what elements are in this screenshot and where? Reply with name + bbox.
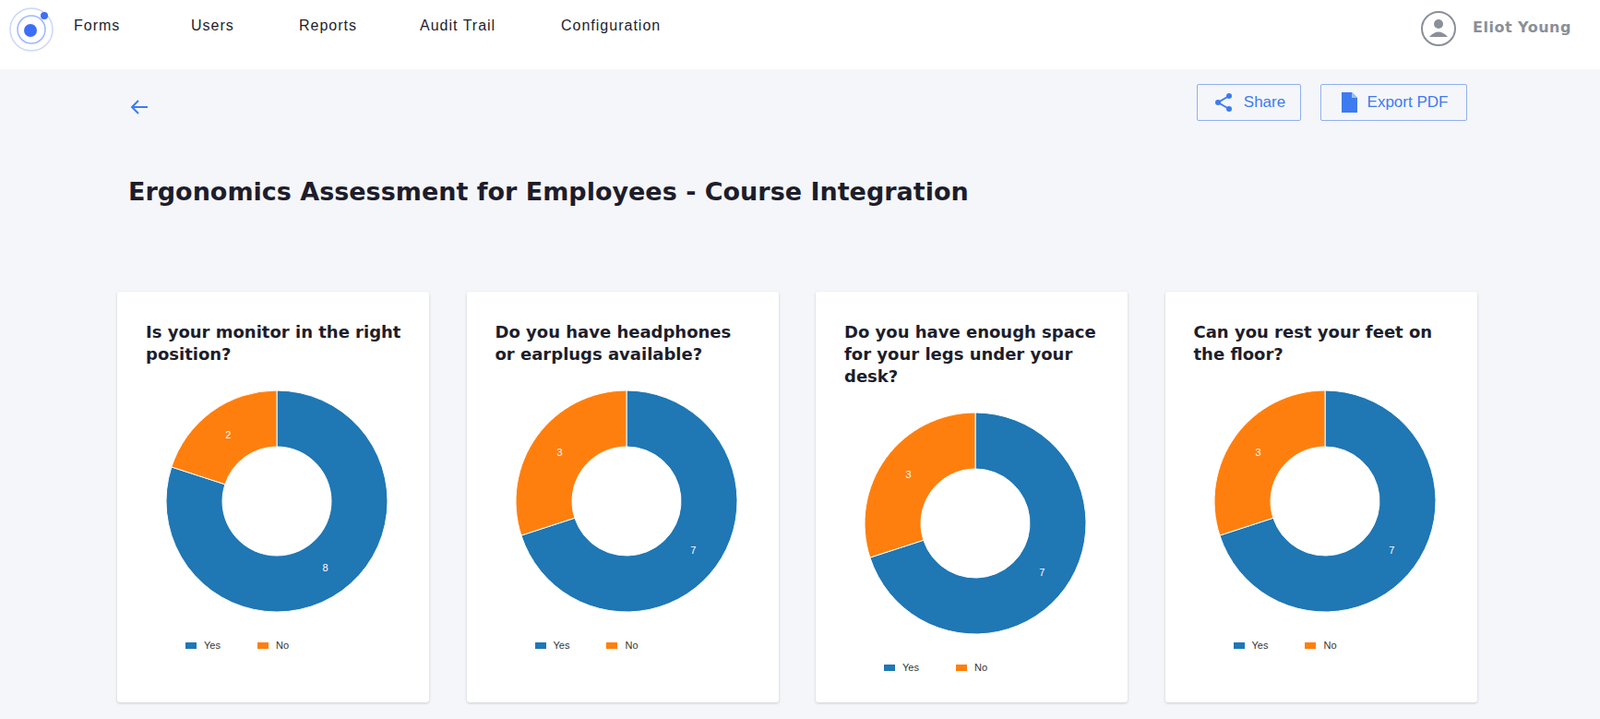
svg-text:3: 3 [556, 446, 562, 458]
html-text:Yes: Yes [203, 639, 221, 651]
html-text:Can you rest your feet on the: Can you rest your feet on the floor? [1193, 322, 1433, 364]
html-text:Do you have enough space for y: Do you have enough space for your legs u… [844, 322, 1096, 386]
html-text:Reports: Reports [298, 17, 358, 34]
html-text:Eliot Young: Eliot Young [1472, 18, 1572, 36]
html-text:No: No [974, 661, 988, 673]
html-text:Audit Trail: Audit Trail [419, 17, 496, 34]
svg-text:2: 2 [225, 429, 231, 441]
html-text:No: No [1323, 639, 1337, 651]
html-text:Users: Users [191, 17, 235, 34]
svg-text:3: 3 [906, 468, 912, 480]
html-text:Yes: Yes [1251, 639, 1269, 651]
svg-text:7: 7 [690, 544, 696, 556]
html-text:Configuration: Configuration [561, 17, 661, 34]
svg-text:8: 8 [322, 561, 329, 574]
svg-text:7: 7 [1038, 566, 1045, 578]
svg-text:3: 3 [1254, 446, 1261, 458]
html-text:Ergonomics Assessment for Empl: Ergonomics Assessment for Employees - Co… [128, 177, 969, 206]
html-text:Yes: Yes [553, 639, 570, 651]
html-text:Yes: Yes [902, 661, 920, 673]
html-text:Do you have headphones or earp: Do you have headphones or earplugs avail… [495, 322, 732, 364]
html-text:Export PDF: Export PDF [1367, 93, 1449, 111]
svg-text:7: 7 [1388, 544, 1395, 556]
html-text:No: No [625, 639, 639, 651]
html-text:Forms: Forms [73, 17, 121, 34]
html-text:No: No [275, 639, 289, 651]
html-text:Is your monitor in the right p: Is your monitor in the right position? [145, 322, 401, 364]
html-text:Share: Share [1243, 93, 1286, 111]
